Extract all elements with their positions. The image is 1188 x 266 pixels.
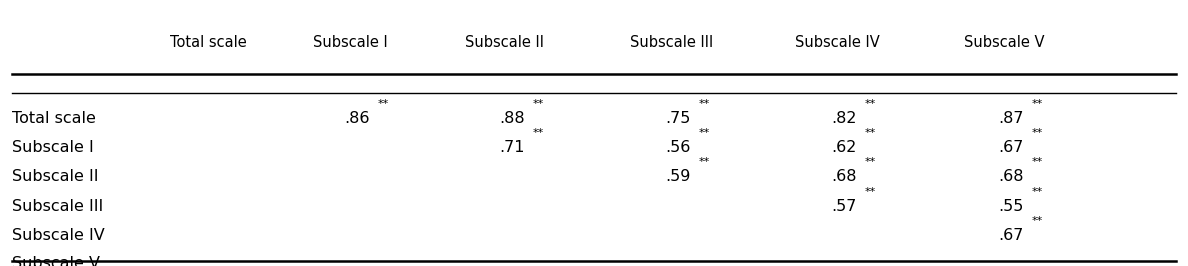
Text: Subscale II: Subscale II	[466, 35, 544, 50]
Text: **: **	[699, 128, 709, 138]
Text: .86: .86	[345, 111, 369, 126]
Text: .68: .68	[998, 169, 1023, 184]
Text: **: **	[532, 99, 543, 109]
Text: .68: .68	[832, 169, 857, 184]
Text: .88: .88	[499, 111, 525, 126]
Text: Subscale IV: Subscale IV	[12, 228, 105, 243]
Text: **: **	[1031, 99, 1042, 109]
Text: **: **	[1031, 157, 1042, 167]
Text: .56: .56	[665, 140, 690, 155]
Text: Subscale V: Subscale V	[963, 35, 1044, 50]
Text: **: **	[1031, 128, 1042, 138]
Text: **: **	[865, 99, 876, 109]
Text: **: **	[1031, 186, 1042, 197]
Text: .71: .71	[499, 140, 524, 155]
Text: .75: .75	[665, 111, 690, 126]
Text: .82: .82	[832, 111, 857, 126]
Text: Subscale IV: Subscale IV	[795, 35, 880, 50]
Text: **: **	[865, 157, 876, 167]
Text: Subscale I: Subscale I	[314, 35, 387, 50]
Text: .67: .67	[998, 140, 1023, 155]
Text: .57: .57	[832, 199, 857, 214]
Text: Subscale II: Subscale II	[12, 169, 99, 184]
Text: .62: .62	[832, 140, 857, 155]
Text: Subscale V: Subscale V	[12, 256, 100, 266]
Text: Total scale: Total scale	[12, 111, 96, 126]
Text: Subscale III: Subscale III	[12, 199, 103, 214]
Text: **: **	[532, 128, 543, 138]
Text: **: **	[699, 99, 709, 109]
Text: **: **	[378, 99, 388, 109]
Text: Subscale III: Subscale III	[630, 35, 713, 50]
Text: **: **	[1031, 216, 1042, 226]
Text: .59: .59	[665, 169, 690, 184]
Text: **: **	[865, 128, 876, 138]
Text: .87: .87	[998, 111, 1023, 126]
Text: Total scale: Total scale	[170, 35, 246, 50]
Text: .55: .55	[998, 199, 1023, 214]
Text: **: **	[865, 186, 876, 197]
Text: .67: .67	[998, 228, 1023, 243]
Text: Subscale I: Subscale I	[12, 140, 94, 155]
Text: **: **	[699, 157, 709, 167]
